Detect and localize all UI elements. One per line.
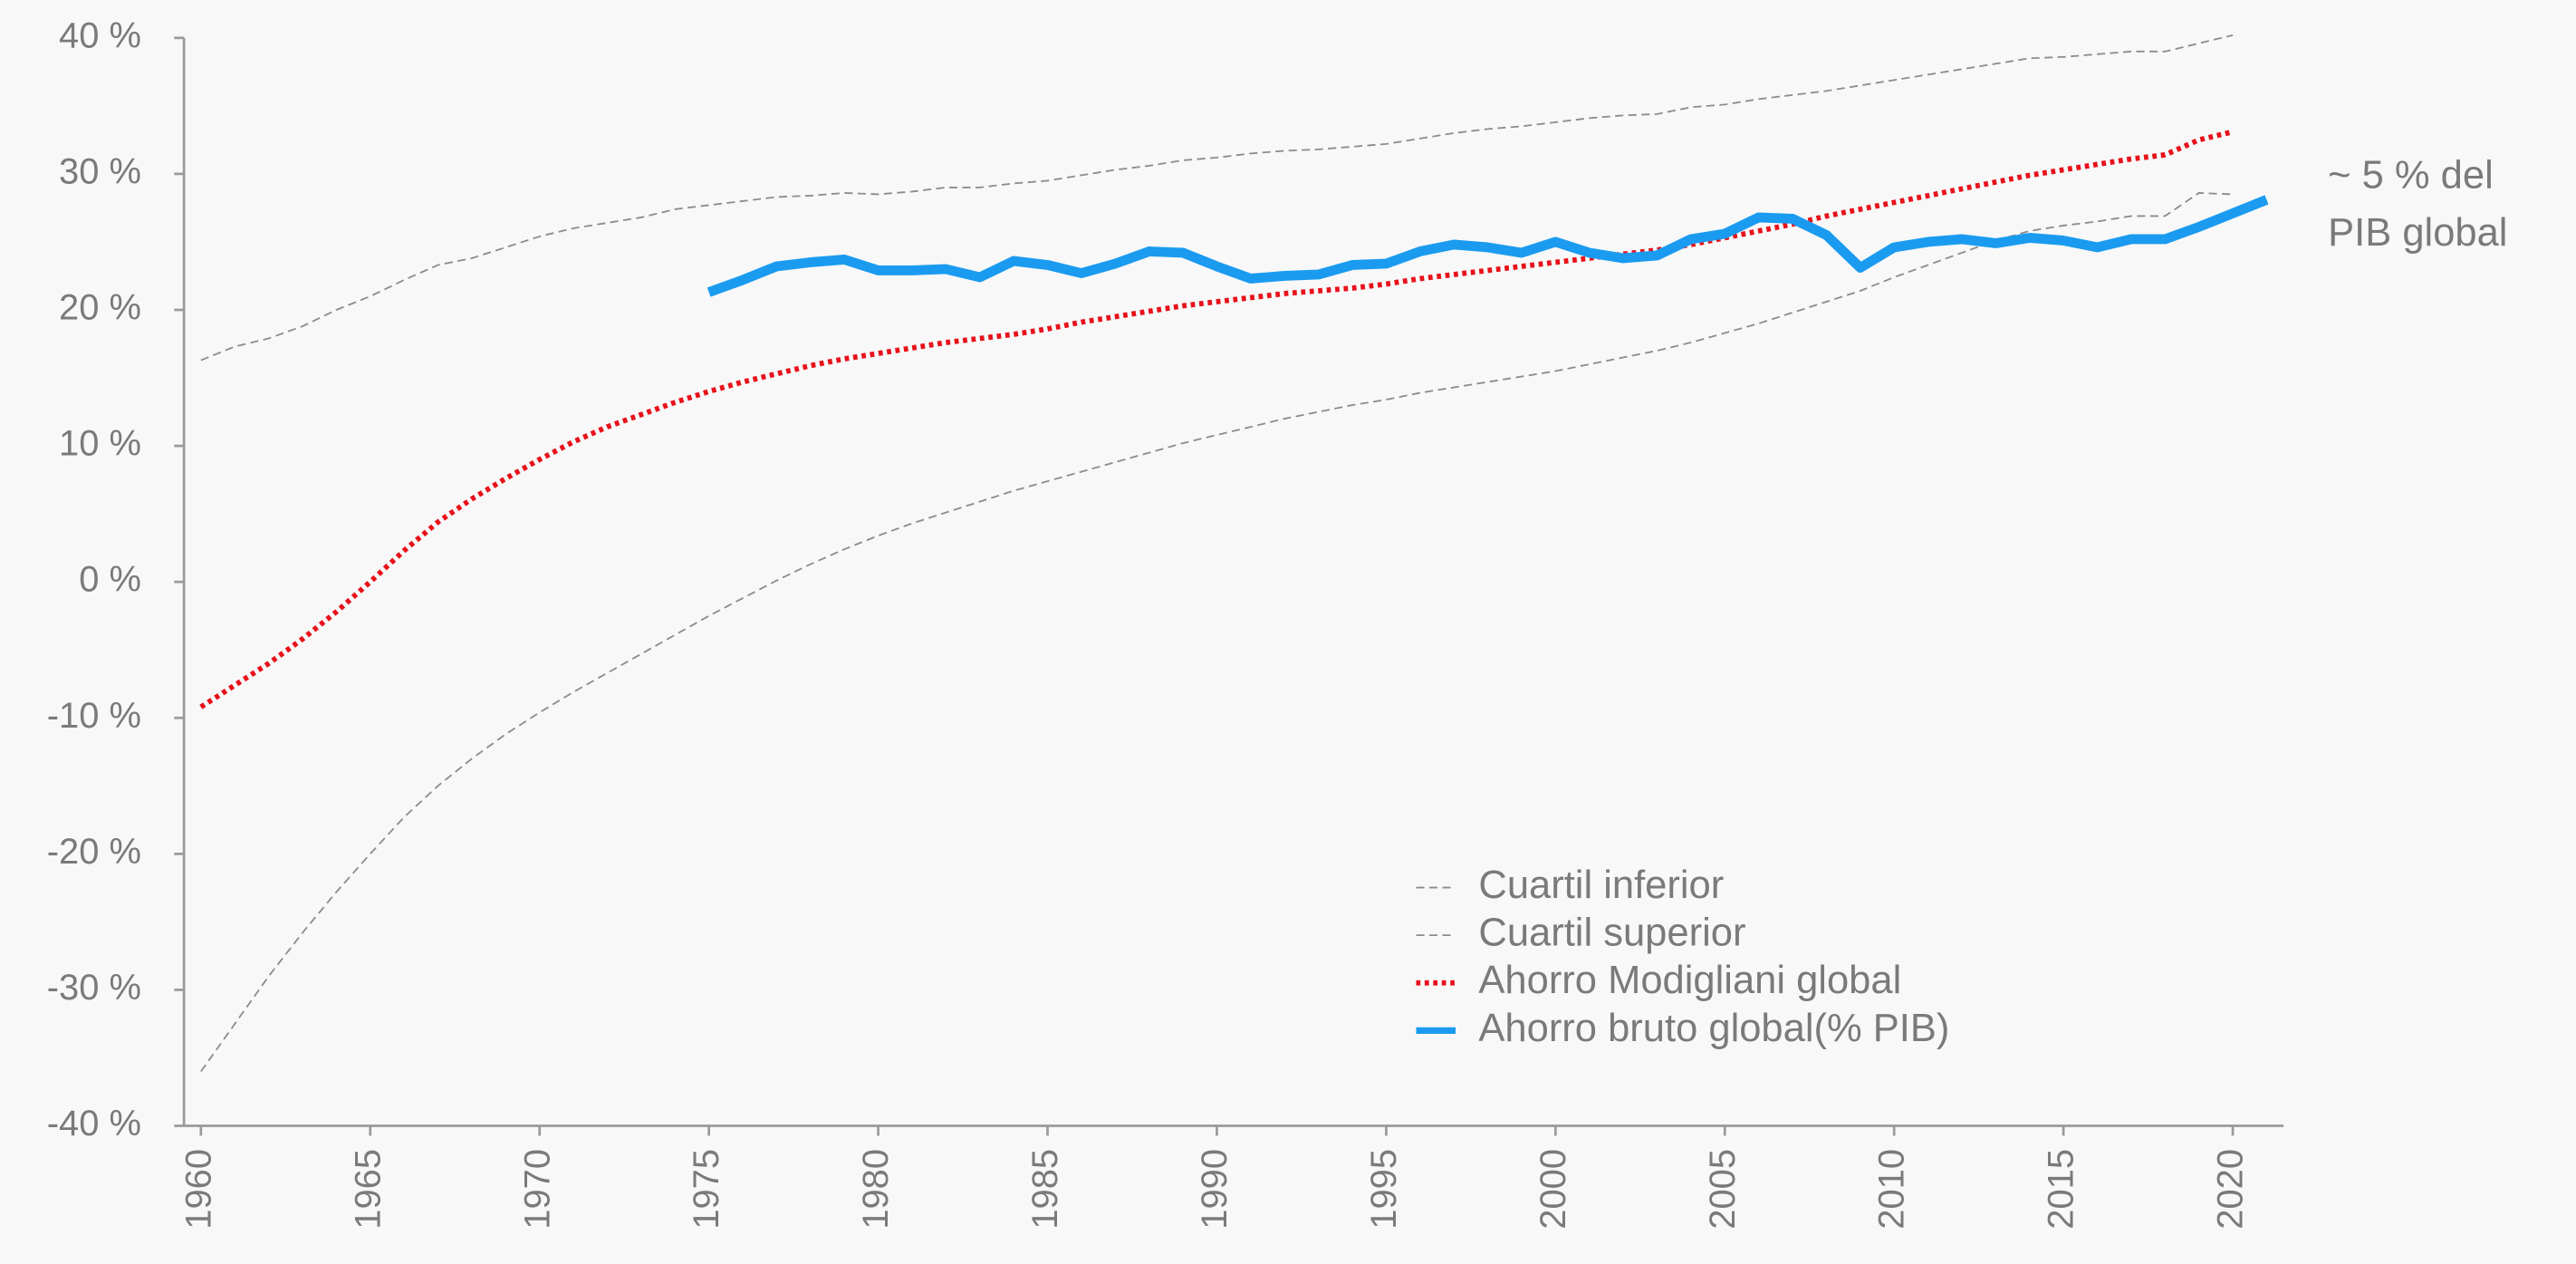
y-tick-label: -20 % — [47, 832, 141, 872]
legend-label: Ahorro Modigliani global — [1478, 959, 1901, 1002]
y-tick-label: 40 % — [59, 15, 141, 55]
x-tick-label: 1970 — [517, 1149, 557, 1230]
y-tick-label: 30 % — [59, 151, 141, 191]
x-tick-label: 2020 — [2211, 1149, 2251, 1230]
x-tick-label: 1990 — [1195, 1149, 1235, 1230]
x-tick-label: 1980 — [856, 1149, 896, 1230]
x-tick-label: 1975 — [687, 1149, 726, 1230]
series-line — [200, 34, 2234, 362]
y-tick-label: -30 % — [47, 968, 141, 1008]
y-tick-label: 0 % — [79, 560, 141, 600]
annotation: PIB global — [2328, 211, 2507, 255]
y-tick-label: -10 % — [47, 696, 141, 736]
legend-label: Cuartil inferior — [1478, 864, 1724, 907]
legend-label: Ahorro bruto global(% PIB) — [1478, 1007, 1949, 1050]
series-line — [199, 129, 2234, 709]
series-line — [706, 195, 2269, 297]
x-tick-label: 2005 — [1703, 1149, 1743, 1230]
y-tick-label: 10 % — [59, 424, 141, 464]
y-tick-label: 20 % — [59, 288, 141, 328]
y-tick-label: -40 % — [47, 1104, 141, 1143]
x-tick-label: 2010 — [1872, 1149, 1912, 1230]
annotation: ~ 5 % del — [2328, 153, 2494, 197]
x-tick-label: 1960 — [178, 1149, 218, 1230]
x-tick-label: 2000 — [1533, 1149, 1573, 1230]
legend-label: Cuartil superior — [1478, 912, 1745, 955]
x-tick-label: 1995 — [1364, 1149, 1404, 1230]
x-tick-label: 2015 — [2042, 1149, 2081, 1230]
x-tick-label: 1965 — [348, 1149, 388, 1230]
x-tick-label: 1985 — [1025, 1149, 1065, 1230]
